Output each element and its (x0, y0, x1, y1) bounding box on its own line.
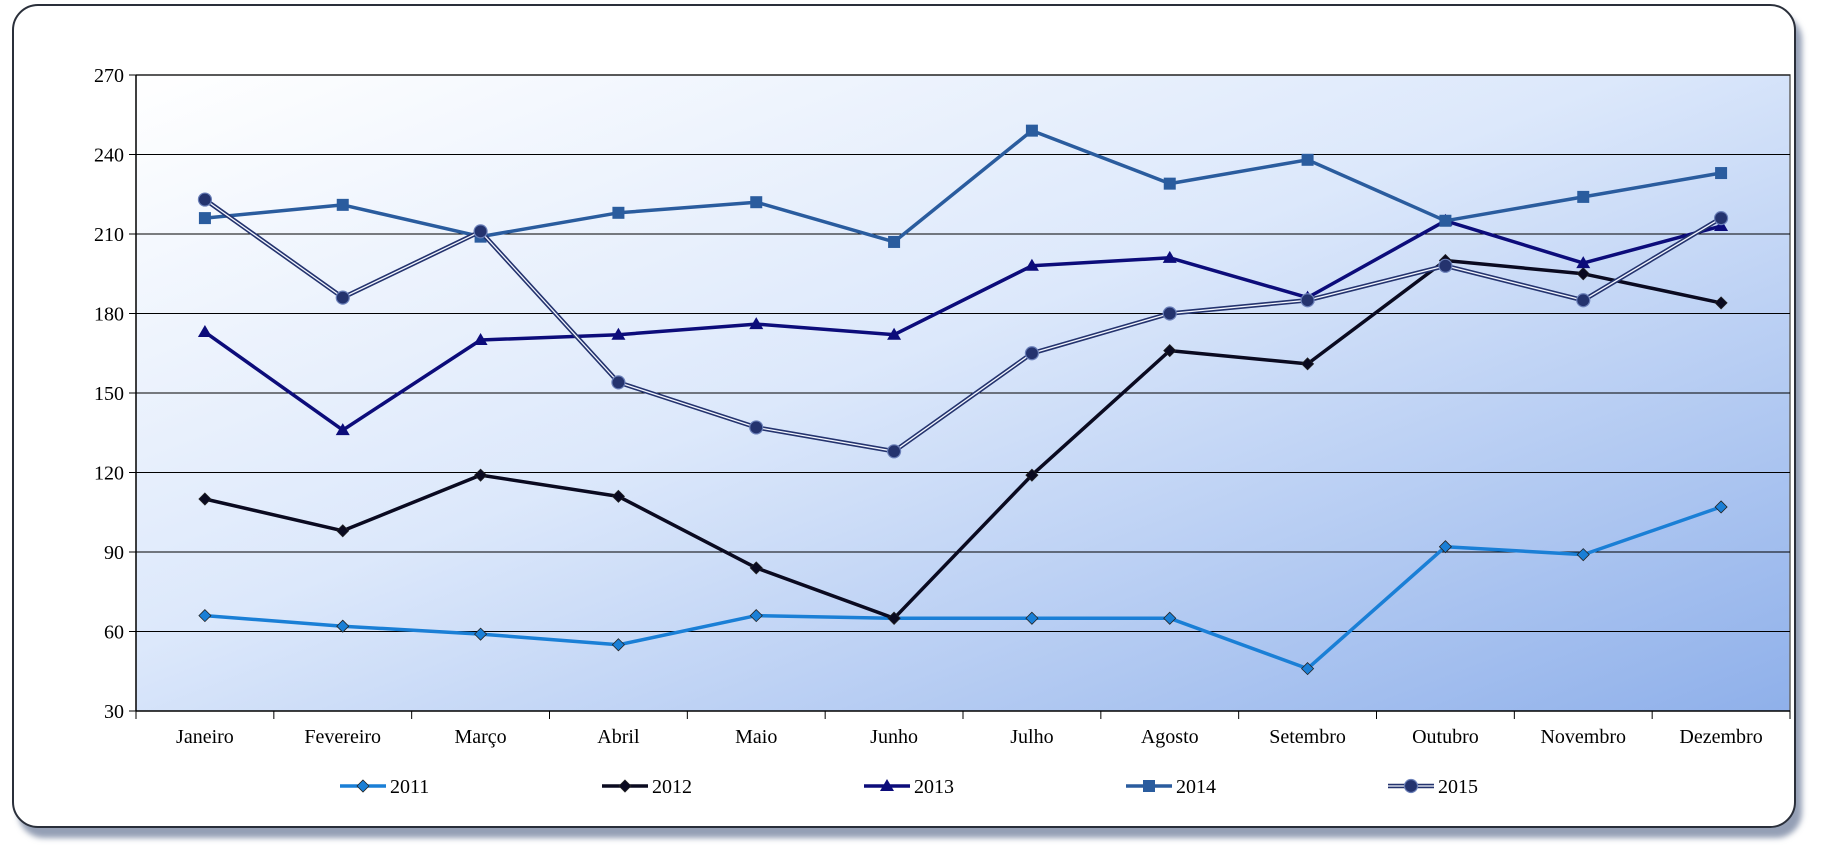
series-2012 (198, 253, 1728, 625)
x-tick-label: Maio (735, 726, 777, 748)
data-point-2011-Março (474, 627, 488, 641)
series-2015 (197, 192, 1729, 459)
series-line-2013 (203, 219, 1722, 432)
y-tick-label: 90 (104, 542, 124, 564)
y-tick-label: 150 (94, 383, 124, 405)
data-point-2013-Julho (1024, 258, 1039, 271)
legend-label: 2013 (914, 776, 954, 798)
y-tick-label: 210 (94, 224, 124, 246)
data-point-2014-Fevereiro (336, 198, 349, 211)
data-point-2015-Outubro (1438, 258, 1453, 273)
data-point-2013-Março (473, 333, 488, 345)
data-point-2012-Dezembro (1714, 296, 1728, 310)
y-tick-label: 60 (104, 622, 124, 644)
data-point-2012-Março (474, 468, 488, 482)
data-point-2011-Dezembro (1714, 500, 1728, 514)
data-point-2011-Maio (749, 609, 763, 623)
data-point-2015-Janeiro (197, 192, 213, 207)
data-point-2015-Setembro (1300, 293, 1315, 308)
legend-label: 2011 (390, 776, 429, 798)
data-point-2015-Agosto (1162, 306, 1177, 321)
legend-marker (1143, 780, 1155, 792)
data-point-2015-Julho (1024, 346, 1040, 361)
data-point-2013-Abril (611, 327, 626, 340)
data-point-2012-Novembro (1576, 267, 1590, 281)
data-point-2014-Julho (1025, 124, 1038, 137)
series-line-2014 (204, 128, 1722, 244)
data-point-2015-Novembro (1576, 293, 1591, 308)
x-tick-label: Dezembro (1679, 726, 1762, 748)
data-point-2013-Novembro (1576, 256, 1591, 269)
y-tick-label: 180 (94, 304, 124, 326)
data-point-2011-Agosto (1163, 611, 1177, 625)
legend-marker (618, 779, 632, 793)
legend-label: 2012 (652, 776, 692, 798)
data-point-2012-Maio (749, 561, 763, 575)
legend-marker (1403, 778, 1419, 794)
data-point-2015-Abril (611, 375, 626, 390)
data-point-2011-Janeiro (198, 609, 212, 623)
legend-label: 2015 (1438, 776, 1478, 798)
data-point-2011-Julho (1025, 611, 1039, 625)
data-point-2014-Junho (888, 235, 901, 248)
data-point-2011-Outubro (1438, 540, 1452, 554)
data-point-2011-Fevereiro (336, 619, 350, 633)
data-point-2012-Fevereiro (336, 524, 350, 538)
legend-item-2013: 2013 (864, 776, 954, 798)
legend-marker (880, 779, 894, 791)
data-point-2012-Julho (1025, 468, 1039, 482)
data-point-2015-Março (473, 224, 488, 239)
data-point-2011-Setembro (1301, 662, 1315, 676)
legend-item-2014: 2014 (1126, 776, 1216, 798)
data-point-2014-Dezembro (1715, 167, 1728, 180)
legend-item-2012: 2012 (602, 776, 692, 798)
series-2014 (198, 124, 1728, 248)
legend-marker (356, 779, 370, 793)
legend-item-2011: 2011 (340, 776, 429, 798)
y-tick-label: 270 (94, 65, 124, 87)
data-point-2011-Abril (611, 638, 625, 652)
x-tick-label: Fevereiro (304, 726, 381, 748)
x-tick-label: Julho (1010, 726, 1053, 748)
data-point-2014-Novembro (1577, 190, 1590, 203)
data-point-2014-Janeiro (198, 212, 211, 225)
data-point-2015-Dezembro (1713, 211, 1729, 226)
data-point-2014-Setembro (1301, 153, 1314, 166)
x-tick-label: Junho (870, 726, 918, 748)
data-point-2012-Setembro (1301, 357, 1315, 371)
series-line-2012 (204, 258, 1722, 621)
data-point-2015-Fevereiro (335, 290, 350, 305)
data-point-2013-Janeiro (197, 325, 212, 338)
x-tick-label: Setembro (1269, 726, 1346, 748)
data-point-2013-Fevereiro (335, 423, 350, 436)
data-point-2014-Agosto (1163, 177, 1176, 190)
data-point-2014-Outubro (1439, 214, 1452, 227)
legend-item-2015: 2015 (1388, 776, 1478, 798)
series-line-2011 (204, 505, 1722, 671)
data-point-2014-Abril (612, 206, 625, 219)
x-tick-label: Agosto (1141, 726, 1199, 748)
y-tick-label: 120 (94, 463, 124, 485)
data-point-2013-Maio (749, 317, 764, 330)
data-point-2011-Novembro (1576, 548, 1590, 562)
y-tick-label: 240 (94, 145, 124, 167)
series-line-2015-inner (204, 198, 1722, 452)
data-point-2012-Janeiro (198, 492, 212, 506)
data-point-2015-Maio (749, 420, 764, 435)
x-tick-label: Março (454, 726, 506, 748)
legend-label: 2014 (1176, 776, 1216, 798)
data-point-2013-Junho (887, 327, 902, 340)
data-point-2012-Abril (611, 489, 625, 503)
x-tick-label: Novembro (1540, 726, 1626, 748)
data-point-2014-Maio (750, 196, 763, 209)
x-tick-label: Abril (597, 726, 640, 748)
data-point-2015-Junho (886, 444, 902, 459)
x-tick-label: Outubro (1412, 726, 1479, 748)
y-tick-label: 30 (104, 701, 124, 723)
data-point-2013-Agosto (1162, 250, 1177, 263)
data-point-2012-Agosto (1163, 344, 1177, 358)
x-tick-label: Janeiro (176, 726, 234, 748)
data-point-2012-Junho (887, 611, 901, 625)
